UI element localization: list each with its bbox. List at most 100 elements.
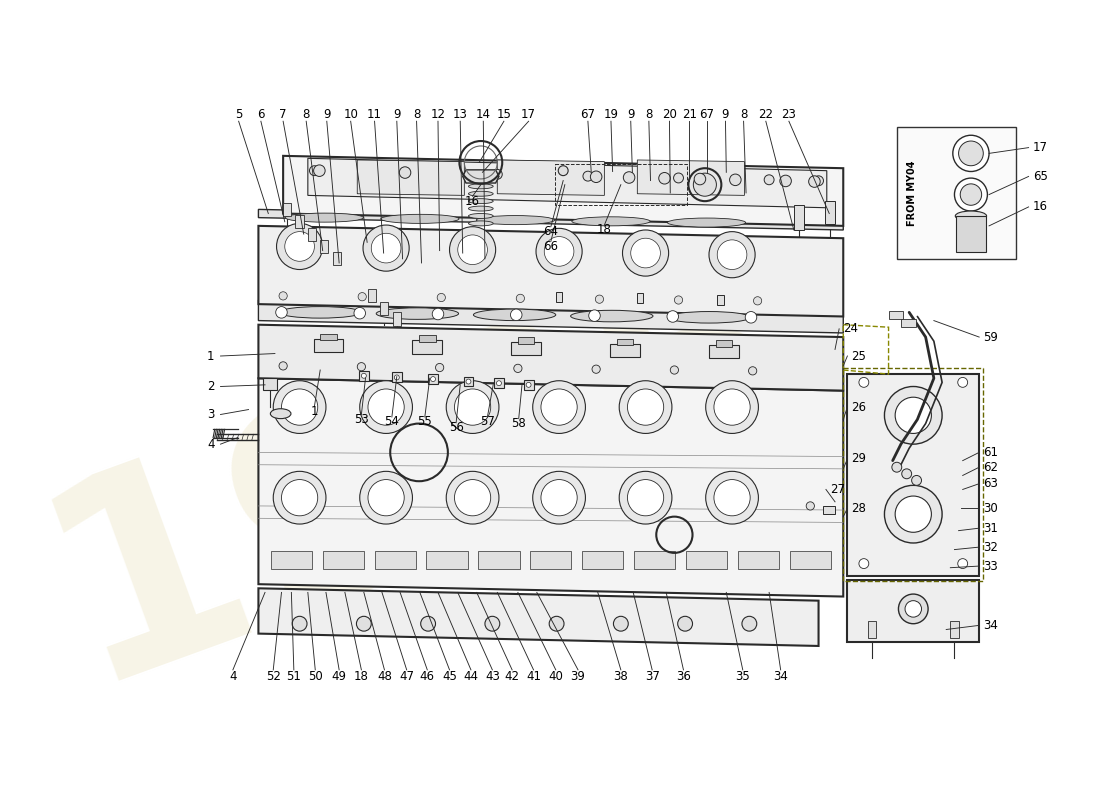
- Text: 13: 13: [453, 108, 468, 121]
- Circle shape: [532, 381, 585, 434]
- Circle shape: [544, 237, 574, 266]
- Text: 14: 14: [476, 108, 491, 121]
- Circle shape: [958, 558, 968, 569]
- Ellipse shape: [955, 211, 987, 221]
- Text: 42: 42: [505, 670, 519, 683]
- Circle shape: [282, 479, 318, 516]
- Text: FROM MY04: FROM MY04: [906, 160, 916, 226]
- Circle shape: [559, 166, 568, 176]
- Bar: [419, 335, 436, 342]
- Circle shape: [279, 292, 287, 300]
- Text: 1: 1: [310, 405, 318, 418]
- Circle shape: [496, 381, 502, 386]
- Ellipse shape: [279, 306, 362, 318]
- Circle shape: [354, 307, 365, 319]
- Text: 35: 35: [736, 670, 750, 683]
- Text: 9: 9: [393, 108, 400, 121]
- Circle shape: [614, 616, 628, 631]
- Text: 50: 50: [308, 670, 322, 683]
- Text: 8: 8: [302, 108, 310, 121]
- Bar: [392, 373, 402, 382]
- Text: 67: 67: [698, 108, 714, 121]
- Text: 11: 11: [367, 108, 382, 121]
- Text: 5: 5: [235, 108, 242, 121]
- Bar: [524, 380, 534, 390]
- Ellipse shape: [668, 218, 746, 227]
- Circle shape: [450, 226, 496, 273]
- Bar: [610, 344, 640, 357]
- Polygon shape: [258, 325, 844, 390]
- Ellipse shape: [285, 213, 363, 222]
- Bar: [427, 551, 468, 570]
- Circle shape: [314, 165, 326, 177]
- Ellipse shape: [668, 311, 750, 323]
- Text: 9: 9: [323, 108, 330, 121]
- Text: 56: 56: [449, 421, 463, 434]
- Text: 67: 67: [581, 108, 595, 121]
- Circle shape: [516, 294, 525, 302]
- Bar: [825, 201, 835, 224]
- Text: 31: 31: [983, 522, 998, 534]
- Circle shape: [895, 397, 932, 434]
- Bar: [868, 622, 877, 638]
- Circle shape: [466, 379, 471, 384]
- Text: 8: 8: [646, 108, 652, 121]
- Bar: [717, 295, 724, 305]
- Circle shape: [368, 389, 404, 426]
- Circle shape: [673, 173, 683, 183]
- Text: 16: 16: [1033, 201, 1047, 214]
- Text: 48: 48: [377, 670, 392, 683]
- Circle shape: [694, 174, 706, 185]
- Circle shape: [420, 616, 436, 631]
- Text: 19: 19: [604, 108, 618, 121]
- Text: 23: 23: [781, 108, 796, 121]
- Text: 25: 25: [851, 350, 867, 362]
- Bar: [901, 319, 915, 327]
- Polygon shape: [308, 158, 827, 208]
- Text: 37: 37: [645, 670, 660, 683]
- Circle shape: [859, 378, 869, 387]
- Text: 15: 15: [496, 108, 512, 121]
- Bar: [375, 551, 416, 570]
- Circle shape: [630, 238, 660, 268]
- Circle shape: [532, 471, 585, 524]
- Bar: [368, 290, 376, 302]
- Ellipse shape: [476, 215, 554, 225]
- Text: 52: 52: [266, 670, 280, 683]
- Circle shape: [541, 389, 578, 426]
- Ellipse shape: [469, 198, 493, 204]
- Circle shape: [485, 616, 499, 631]
- Bar: [393, 312, 400, 326]
- Circle shape: [285, 232, 315, 262]
- Polygon shape: [258, 210, 844, 230]
- Circle shape: [627, 389, 663, 426]
- Text: 29: 29: [851, 453, 867, 466]
- Circle shape: [362, 374, 366, 378]
- Text: 54: 54: [384, 415, 399, 429]
- Circle shape: [458, 235, 487, 265]
- Text: 7: 7: [279, 108, 287, 121]
- Circle shape: [814, 176, 824, 186]
- Circle shape: [892, 462, 902, 472]
- Circle shape: [359, 293, 366, 301]
- Circle shape: [447, 471, 499, 524]
- Circle shape: [436, 363, 443, 372]
- Circle shape: [454, 479, 491, 516]
- Bar: [738, 551, 779, 570]
- Text: 59: 59: [983, 330, 998, 343]
- Circle shape: [912, 475, 922, 486]
- Bar: [283, 203, 292, 216]
- Bar: [412, 340, 442, 354]
- Circle shape: [627, 479, 663, 516]
- Bar: [824, 506, 835, 514]
- Text: 8: 8: [412, 108, 420, 121]
- Text: 49: 49: [331, 670, 346, 683]
- Polygon shape: [497, 160, 604, 195]
- Polygon shape: [283, 156, 844, 226]
- Circle shape: [960, 184, 981, 206]
- Circle shape: [884, 486, 942, 543]
- Circle shape: [437, 294, 446, 302]
- Polygon shape: [358, 160, 464, 195]
- Bar: [637, 294, 644, 303]
- Text: 44: 44: [463, 670, 478, 683]
